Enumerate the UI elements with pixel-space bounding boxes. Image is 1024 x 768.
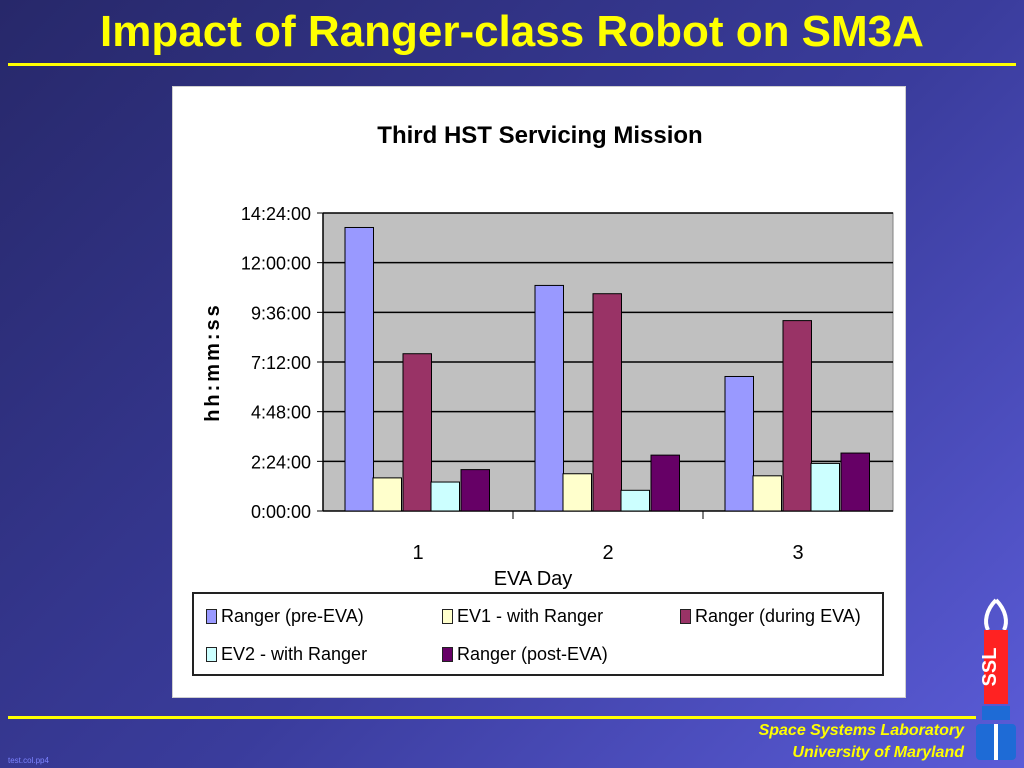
y-tick-label: 4:48:00 (251, 403, 311, 423)
bar-1-day-3 (724, 375, 754, 512)
footer-lab-name: Space Systems Laboratory (758, 722, 964, 739)
y-tick-label: 2:24:00 (251, 452, 311, 472)
bar-chart: Third HST Servicing Mission 0:00:00 2:24:0… (202, 122, 894, 590)
logo-lettering: SSL (979, 648, 1001, 687)
legend-item: EV2 - with Ranger (206, 644, 367, 665)
legend-item: Ranger (post-EVA) (442, 644, 608, 665)
bar-2-day-1 (372, 477, 402, 512)
bar-5-day-1 (460, 469, 490, 512)
legend-label: EV1 - with Ranger (457, 606, 604, 626)
bar-3-day-2 (592, 293, 622, 512)
y-tick-label: 7:12:00 (251, 353, 311, 373)
y-tick-label: 12:00:00 (241, 254, 311, 274)
x-tick-label: 1 (412, 542, 423, 564)
y-axis-title: hh:mm:ss (202, 302, 224, 422)
x-axis-title: EVA Day (494, 568, 573, 590)
ssl-logo: SSL (976, 598, 1016, 760)
title-underline (8, 63, 1016, 66)
legend-label: Ranger (pre-EVA) (221, 606, 364, 626)
legend-item: Ranger (pre-EVA) (206, 606, 364, 627)
legend-item: EV1 - with Ranger (442, 606, 603, 627)
x-tick-label: 2 (602, 542, 613, 564)
file-name: test.col.pp4 (8, 756, 49, 765)
y-tick-label: 9:36:00 (251, 303, 311, 323)
bar-1-day-2 (534, 284, 564, 512)
bar-4-day-2 (620, 489, 650, 512)
y-tick-label: 0:00:00 (251, 502, 311, 522)
footer-university: University of Maryland (792, 744, 964, 761)
legend-swatch (442, 647, 453, 662)
legend-label: Ranger (post-EVA) (457, 644, 608, 664)
footer-rule (8, 716, 976, 719)
bar-3-day-1 (402, 353, 432, 512)
bar-5-day-2 (650, 454, 680, 512)
x-tick-label: 3 (792, 542, 803, 564)
bar-2-day-2 (562, 473, 592, 512)
bar-1-day-1 (344, 226, 374, 512)
legend-label: EV2 - with Ranger (221, 644, 368, 664)
legend-swatch (680, 609, 691, 624)
bar-4-day-1 (430, 481, 460, 512)
bar-4-day-3 (810, 462, 840, 512)
slide-title: Impact of Ranger-class Robot on SM3A (100, 7, 924, 56)
chart-frame: Third HST Servicing Mission 0:00:00 2:24:0… (172, 86, 906, 698)
bar-5-day-3 (840, 452, 870, 512)
bar-3-day-3 (782, 320, 812, 512)
legend-swatch (442, 609, 453, 624)
legend-swatch (206, 647, 217, 662)
chart-legend: Ranger (pre-EVA) EV1 - with Ranger Ranger … (192, 592, 884, 676)
legend-swatch (206, 609, 217, 624)
bar-2-day-3 (752, 475, 782, 512)
y-tick-label: 14:24:00 (241, 204, 311, 224)
legend-item: Ranger (during EVA) (680, 606, 861, 627)
legend-label: Ranger (during EVA) (695, 606, 861, 626)
chart-title: Third HST Servicing Mission (377, 122, 702, 149)
